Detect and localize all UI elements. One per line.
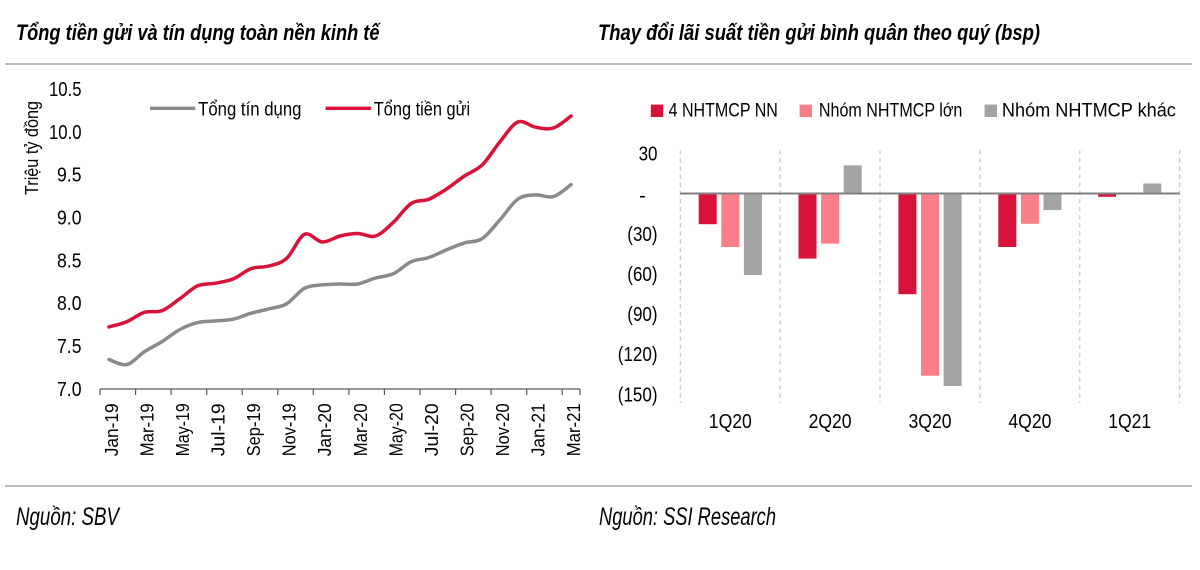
svg-text:Nguồn: SSI Research: Nguồn: SSI Research <box>599 503 776 531</box>
svg-text:Nov-19: Nov-19 <box>279 403 300 456</box>
svg-text:(120): (120) <box>618 344 658 366</box>
svg-text:4Q20: 4Q20 <box>1008 411 1051 433</box>
svg-text:Sep-19: Sep-19 <box>243 403 264 456</box>
svg-text:Thay đổi lãi suất tiền gửi bìn: Thay đổi lãi suất tiền gửi bình quân the… <box>598 20 1040 45</box>
svg-text:8.5: 8.5 <box>57 250 82 272</box>
svg-text:9.0: 9.0 <box>57 208 82 230</box>
svg-text:Sep-20: Sep-20 <box>456 403 477 456</box>
svg-text:Jan-20: Jan-20 <box>314 403 335 456</box>
svg-text:7.0: 7.0 <box>57 379 82 401</box>
svg-text:Nhóm NHTMCP lớn: Nhóm NHTMCP lớn <box>819 100 963 121</box>
svg-text:Mar-20: Mar-20 <box>350 403 371 456</box>
svg-text:Nhóm NHTMCP khác: Nhóm NHTMCP khác <box>1002 100 1176 121</box>
svg-text:Tổng tiền gửi: Tổng tiền gửi <box>374 100 470 121</box>
svg-text:10.5: 10.5 <box>49 79 82 101</box>
svg-text:(60): (60) <box>627 264 657 286</box>
svg-text:9.5: 9.5 <box>57 165 82 187</box>
svg-text:Nguồn: SBV: Nguồn: SBV <box>16 503 121 531</box>
svg-text:Jan-21: Jan-21 <box>528 403 549 456</box>
svg-text:Mar-21: Mar-21 <box>563 403 584 456</box>
svg-text:-: - <box>639 185 646 207</box>
svg-text:(30): (30) <box>627 224 657 246</box>
svg-text:Tổng tiền gửi và tín dụng toàn: Tổng tiền gửi và tín dụng toàn nền kinh … <box>16 20 382 45</box>
svg-text:Jul-19: Jul-19 <box>208 403 229 456</box>
svg-text:7.5: 7.5 <box>57 336 82 358</box>
svg-text:8.0: 8.0 <box>57 293 82 315</box>
svg-text:1Q21: 1Q21 <box>1108 411 1151 433</box>
svg-text:Jan-19: Jan-19 <box>101 403 122 456</box>
svg-text:Triệu tỷ đồng: Triệu tỷ đồng <box>21 101 42 195</box>
svg-text:30: 30 <box>639 144 658 166</box>
svg-text:Mar-19: Mar-19 <box>136 403 157 456</box>
svg-text:May-19: May-19 <box>172 403 193 456</box>
svg-text:Jul-20: Jul-20 <box>421 403 442 456</box>
svg-text:May-20: May-20 <box>385 403 406 456</box>
svg-text:(150): (150) <box>618 384 658 406</box>
svg-text:10.0: 10.0 <box>49 122 82 144</box>
svg-text:Nov-20: Nov-20 <box>492 403 513 456</box>
svg-text:1Q20: 1Q20 <box>709 411 752 433</box>
svg-text:Tổng tín dụng: Tổng tín dụng <box>198 100 301 121</box>
svg-text:2Q20: 2Q20 <box>809 411 852 433</box>
svg-text:(90): (90) <box>627 304 657 326</box>
svg-text:3Q20: 3Q20 <box>909 411 952 433</box>
svg-text:4 NHTMCP NN: 4 NHTMCP NN <box>669 100 778 121</box>
